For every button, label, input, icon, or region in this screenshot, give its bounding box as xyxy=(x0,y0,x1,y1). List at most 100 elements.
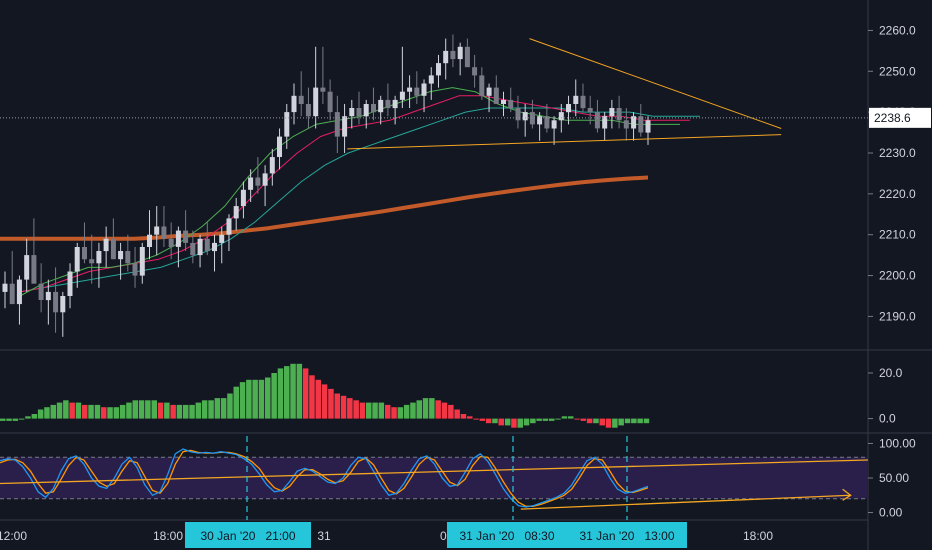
histogram-bar xyxy=(403,404,410,419)
histogram-bar xyxy=(157,402,164,419)
candle-body xyxy=(407,87,413,92)
highlighted-time-tag xyxy=(185,522,311,548)
histogram-bar xyxy=(391,407,397,419)
candle-body xyxy=(573,95,579,104)
histogram-bar xyxy=(385,404,391,419)
histogram-bar xyxy=(429,398,435,419)
candle-body xyxy=(118,251,124,260)
highlighted-time-label: 31 Jan '20 13:00 xyxy=(579,529,674,543)
highlighted-time-label: 30 Jan '20 21:00 xyxy=(200,529,295,543)
candle-body xyxy=(132,263,138,276)
histogram-bar xyxy=(340,395,347,419)
candle-body xyxy=(385,99,391,109)
histogram-bar xyxy=(302,368,309,419)
histogram-bar xyxy=(309,375,315,419)
candle-body xyxy=(616,108,622,121)
histogram-bar xyxy=(63,400,69,419)
candle-body xyxy=(587,108,593,113)
histogram-bar xyxy=(593,418,599,424)
candle-body xyxy=(414,87,420,96)
histogram-bar xyxy=(523,418,530,426)
histogram-bar xyxy=(586,418,593,424)
histogram-bar xyxy=(31,414,38,419)
arrow-head-icon xyxy=(842,488,852,501)
candle-body xyxy=(269,157,275,174)
candle-body xyxy=(508,99,514,109)
highlighted-time-label: 31 Jan '20 08:30 xyxy=(459,529,554,543)
oscillator-panel[interactable] xyxy=(0,363,650,428)
histogram-bar xyxy=(618,418,624,426)
candle-body xyxy=(125,251,131,264)
candle-body xyxy=(60,296,66,313)
candle-body xyxy=(334,112,340,137)
moving-average-fast xyxy=(19,87,680,297)
histogram-bar xyxy=(530,418,536,424)
candle-body xyxy=(9,283,15,305)
stoch-tick-label: 100.00 xyxy=(879,436,916,450)
candle-body xyxy=(363,104,369,117)
stoch-tick-label: 50.00 xyxy=(879,471,909,485)
price-tick-label: 2230.0 xyxy=(879,146,916,160)
histogram-bar xyxy=(239,382,246,419)
histogram-bar xyxy=(574,418,580,420)
osc-tick-label: 20.0 xyxy=(879,366,903,380)
candle-body xyxy=(356,108,362,117)
candle-body xyxy=(602,116,608,129)
candle-body xyxy=(183,230,189,243)
histogram-bar xyxy=(82,404,88,419)
histogram-bar xyxy=(252,379,258,419)
candle-body xyxy=(74,247,80,272)
histogram-bar xyxy=(334,393,340,419)
candle-body xyxy=(53,291,59,313)
candle-body xyxy=(161,226,167,239)
histogram-bar xyxy=(176,404,183,419)
candle-body xyxy=(197,238,203,256)
candle-body xyxy=(240,189,246,207)
candle-body xyxy=(551,120,557,129)
histogram-bar xyxy=(164,402,170,419)
triangle-upper-trendline xyxy=(529,38,782,129)
histogram-bar xyxy=(126,402,132,419)
histogram-bar xyxy=(220,398,227,419)
candle-body xyxy=(399,91,405,100)
price-panel[interactable] xyxy=(0,34,868,337)
histogram-bar xyxy=(0,418,6,421)
histogram-bar xyxy=(214,398,221,419)
candle-body xyxy=(631,116,637,129)
stochastic-panel[interactable] xyxy=(0,436,869,520)
price-tick-label: 2210.0 xyxy=(879,228,916,242)
histogram-bar xyxy=(265,377,271,419)
histogram-bar xyxy=(69,402,75,419)
histogram-bar xyxy=(227,393,233,419)
candle-body xyxy=(212,242,217,252)
histogram-bar xyxy=(284,366,290,419)
candle-body xyxy=(421,83,427,96)
candle-body xyxy=(609,108,615,117)
candle-body xyxy=(371,104,376,113)
time-tick-label: 18:00 xyxy=(743,529,773,543)
candle-body xyxy=(284,112,290,137)
candle-body xyxy=(479,75,485,96)
histogram-bar xyxy=(504,418,511,426)
histogram-bar xyxy=(290,363,296,419)
histogram-bar xyxy=(378,402,385,419)
candle-body xyxy=(139,247,145,276)
price-axis[interactable]: 2260.02250.02240.02230.02220.02210.02200… xyxy=(868,23,931,520)
candle-body xyxy=(291,95,297,113)
histogram-bar xyxy=(233,386,239,419)
candle-body xyxy=(566,104,571,113)
histogram-bar xyxy=(441,402,448,419)
histogram-bar xyxy=(101,407,107,419)
histogram-bar xyxy=(246,379,252,419)
histogram-bar xyxy=(201,400,208,419)
histogram-bar xyxy=(637,418,643,424)
candle-body xyxy=(638,116,644,133)
histogram-bar xyxy=(568,416,574,419)
candle-body xyxy=(464,46,470,68)
candle-body xyxy=(537,116,543,125)
price-tick-label: 2260.0 xyxy=(879,23,916,37)
candle-body xyxy=(493,87,499,104)
candle-body xyxy=(378,99,384,113)
